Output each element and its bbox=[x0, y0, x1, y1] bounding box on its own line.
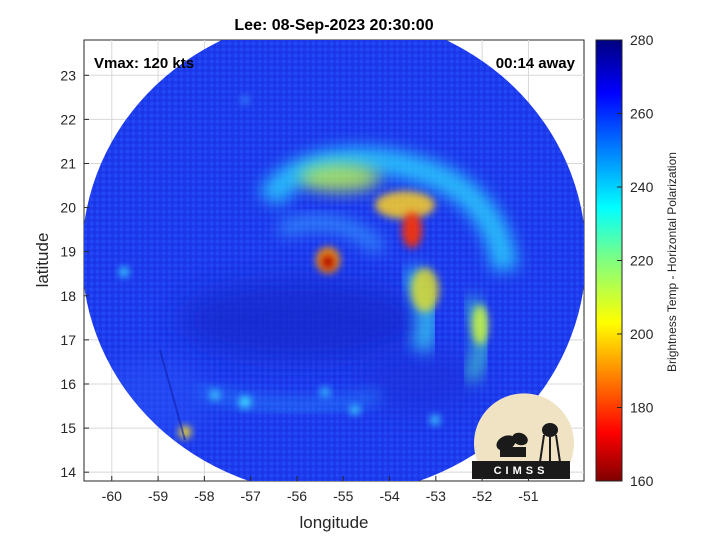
x-tick-label: -51 bbox=[518, 488, 538, 504]
plot-area: Vmax: 120 kts 00:14 away CIMSS bbox=[83, 39, 585, 482]
y-tick-label: 17 bbox=[60, 332, 76, 348]
vmax-label: Vmax: 120 kts bbox=[94, 55, 194, 72]
colorbar-tick-label: 160 bbox=[630, 473, 654, 489]
logo-text: CIMSS bbox=[494, 465, 549, 477]
colorbar-tick-label: 260 bbox=[630, 106, 654, 122]
y-axis-label: latitude bbox=[33, 233, 52, 288]
cimss-logo: CIMSS bbox=[472, 393, 574, 479]
x-tick-label: -53 bbox=[426, 488, 446, 504]
x-tick-label: -56 bbox=[287, 488, 307, 504]
y-tick-label: 23 bbox=[60, 67, 76, 83]
x-tick-label: -60 bbox=[102, 488, 122, 504]
y-tick-label: 22 bbox=[60, 111, 76, 127]
y-tick-label: 21 bbox=[60, 155, 76, 171]
x-axis: -60 -59 -58 -57 -56 -55 -54 -53 -52 -51 bbox=[102, 476, 539, 504]
x-tick-label: -55 bbox=[333, 488, 353, 504]
colorbar-tick-label: 180 bbox=[630, 400, 654, 416]
y-tick-label: 20 bbox=[60, 200, 76, 216]
y-tick-label: 15 bbox=[60, 420, 76, 436]
y-axis: 14 15 16 17 18 19 20 21 22 23 bbox=[60, 67, 89, 480]
colorbar-tick-label: 220 bbox=[630, 253, 654, 269]
x-tick-label: -59 bbox=[148, 488, 168, 504]
colorbar-tick-label: 280 bbox=[630, 32, 654, 48]
x-tick-label: -57 bbox=[241, 488, 261, 504]
x-tick-label: -58 bbox=[194, 488, 214, 504]
colorbar: 160 180 200 220 240 260 280 Brightness Temp - … bbox=[595, 32, 679, 489]
x-tick-label: -54 bbox=[379, 488, 399, 504]
time-away-label: 00:14 away bbox=[496, 55, 576, 72]
y-tick-label: 14 bbox=[60, 464, 76, 480]
colorbar-label: Brightness Temp - Horizontal Polarizatio… bbox=[665, 152, 679, 372]
y-tick-label: 18 bbox=[60, 288, 76, 304]
colorbar-tick-label: 240 bbox=[630, 179, 654, 195]
y-tick-label: 19 bbox=[60, 244, 76, 260]
colorbar-tick-label: 200 bbox=[630, 326, 654, 342]
chart-title: Lee: 08-Sep-2023 20:30:00 bbox=[234, 17, 433, 34]
x-axis-label: longitude bbox=[299, 513, 368, 532]
colorbar-ticks: 160 180 200 220 240 260 280 bbox=[617, 32, 654, 489]
y-tick-label: 16 bbox=[60, 376, 76, 392]
x-tick-label: -52 bbox=[472, 488, 492, 504]
